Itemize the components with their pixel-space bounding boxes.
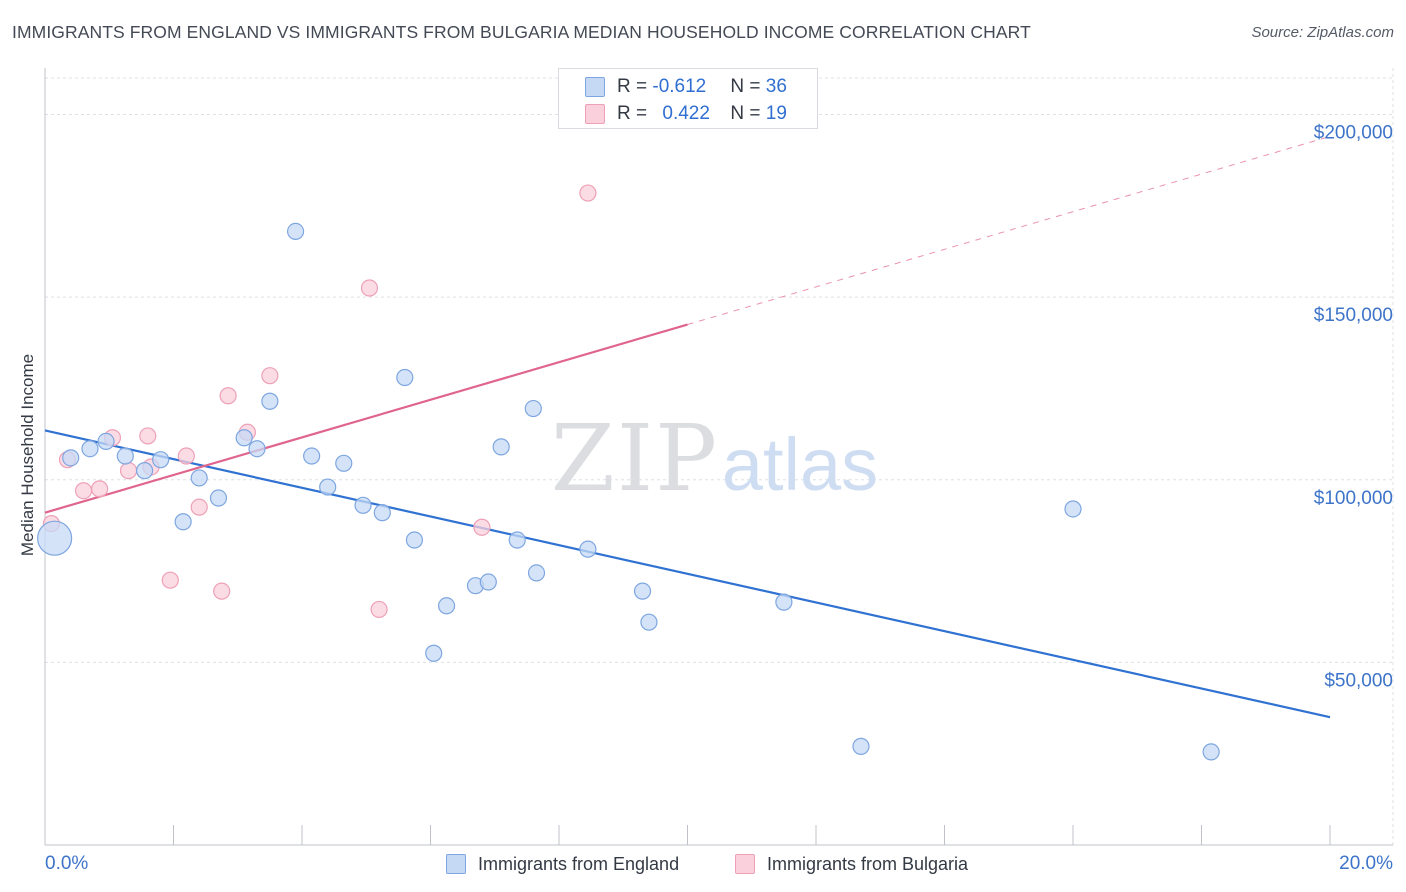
- bulgaria-point: [190, 498, 208, 516]
- watermark-zip: ZIP: [551, 405, 719, 512]
- england-point: [396, 368, 414, 387]
- y-tick-label: $50,000: [1324, 670, 1393, 691]
- england-point: [527, 564, 546, 582]
- axes: [44, 68, 1393, 846]
- england-point: [579, 540, 597, 558]
- england-point: [437, 597, 456, 615]
- bulgaria-legend-swatch: [735, 854, 755, 874]
- n-prefix: N =: [730, 76, 766, 97]
- england-point: [152, 451, 170, 469]
- england-point: [492, 438, 510, 456]
- stats-legend-row-england: R = -0.612 N = 36: [585, 75, 787, 99]
- bulgaria-trend-line: [44, 323, 688, 514]
- bulgaria-point: [261, 367, 279, 385]
- england-swatch: [585, 77, 605, 97]
- england-point: [1202, 743, 1220, 761]
- bulgaria-swatch: [585, 104, 605, 124]
- watermark: ZIP atlas: [551, 405, 878, 512]
- england-point: [775, 593, 793, 611]
- england-point: [633, 582, 652, 600]
- bulgaria-point: [360, 279, 379, 297]
- bulgaria-legend-label: Immigrants from Bulgaria: [767, 853, 969, 874]
- legend-item-england: Immigrants from England: [446, 851, 679, 877]
- england-point: [190, 469, 208, 487]
- england-point: [524, 399, 542, 418]
- stats-legend: R = -0.612 N = 36 R = 0.422 N = 19: [558, 68, 818, 129]
- england-point: [335, 454, 353, 472]
- x-tick-label-max: 20.0%: [1339, 853, 1393, 874]
- england-point: [373, 504, 391, 522]
- england-point: [425, 644, 443, 662]
- n-value-bulgaria: 19: [765, 103, 787, 124]
- bulgaria-trend-line-extended: [687, 135, 1331, 326]
- england-point: [37, 520, 73, 556]
- r-value-england: -0.612: [652, 76, 707, 97]
- england-point: [209, 489, 228, 507]
- england-point: [81, 440, 99, 458]
- bulgaria-point: [139, 427, 157, 445]
- england-point: [261, 392, 279, 410]
- bulgaria-point: [579, 184, 597, 202]
- england-point: [354, 496, 372, 514]
- england-point: [640, 613, 658, 631]
- source-label: Source: ZipAtlas.com: [1251, 24, 1394, 41]
- england-point: [405, 531, 424, 549]
- r-prefix: R =: [617, 103, 653, 124]
- england-trend-line: [44, 429, 1331, 719]
- y-tick-label: $200,000: [1314, 123, 1393, 144]
- trend-lines: [44, 135, 1331, 719]
- bulgaria-point: [370, 600, 388, 619]
- england-point: [174, 513, 192, 531]
- y-tick-label: $100,000: [1314, 488, 1393, 509]
- bulgaria-point: [161, 571, 179, 589]
- r-value-bulgaria: 0.422: [662, 103, 710, 124]
- y-tick-labels: $50,000 $100,000 $150,000 $200,000: [1314, 123, 1393, 692]
- england-point: [248, 440, 266, 458]
- bulgaria-point: [219, 387, 237, 405]
- bulgaria-point: [119, 462, 138, 480]
- x-tick-label-min: 0.0%: [45, 853, 88, 874]
- bulgaria-point: [473, 518, 491, 536]
- y-axis-label: Median Household Income: [18, 353, 37, 557]
- bulgaria-point: [91, 480, 109, 498]
- stats-legend-row-bulgaria: R = 0.422 N = 19: [585, 102, 787, 126]
- england-point: [508, 531, 526, 549]
- bulgaria-point: [213, 582, 231, 600]
- england-point: [286, 222, 305, 240]
- y-tick-label: $150,000: [1314, 305, 1393, 326]
- england-point: [479, 573, 497, 591]
- england-point: [116, 447, 134, 465]
- england-point: [235, 429, 253, 447]
- england-point: [1064, 500, 1082, 518]
- r-prefix: R =: [617, 76, 653, 97]
- england-point: [135, 462, 154, 480]
- watermark-atlas: atlas: [722, 423, 878, 506]
- bulgaria-point: [177, 447, 195, 465]
- england-point: [97, 432, 115, 451]
- england-point: [319, 478, 337, 496]
- gridlines: [45, 68, 1395, 845]
- x-tick-labels: 0.0% 20.0%: [45, 853, 1393, 874]
- england-legend-swatch: [446, 854, 466, 874]
- n-prefix: N =: [730, 103, 766, 124]
- england-legend-label: Immigrants from England: [478, 853, 680, 874]
- england-point: [852, 737, 870, 755]
- bulgaria-point: [74, 482, 93, 500]
- data-points: [37, 184, 1220, 761]
- england-point: [303, 447, 321, 465]
- chart-title: IMMIGRANTS FROM ENGLAND VS IMMIGRANTS FR…: [12, 22, 1031, 42]
- n-value-england: 36: [765, 76, 787, 97]
- england-point: [62, 449, 80, 467]
- legend-item-bulgaria: Immigrants from Bulgaria: [735, 851, 968, 877]
